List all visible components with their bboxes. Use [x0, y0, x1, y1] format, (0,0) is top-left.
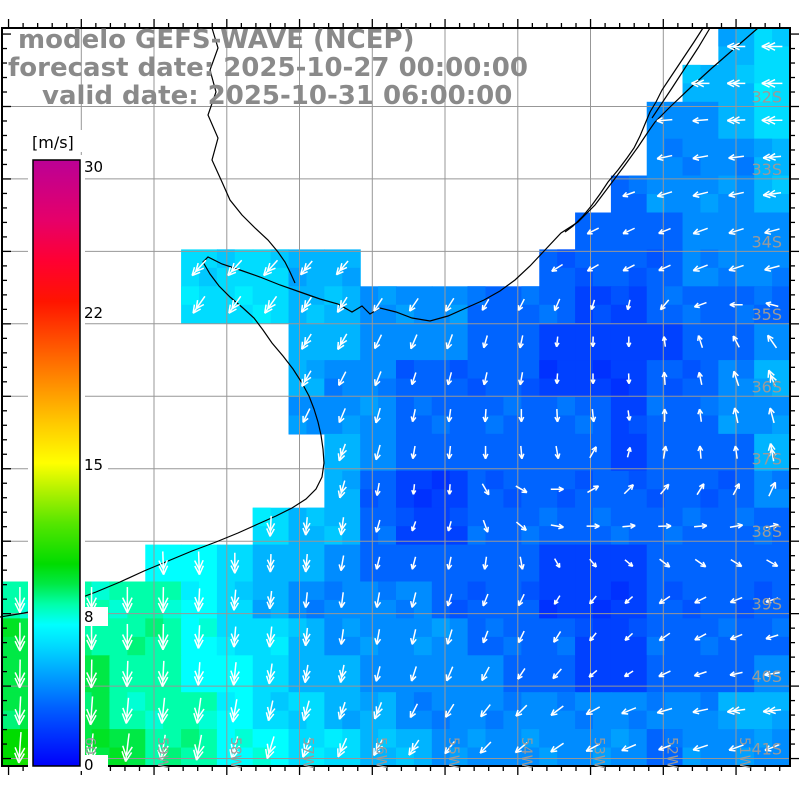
lon-label: 57W: [300, 737, 316, 769]
lon-label: 58W: [227, 737, 243, 769]
colorbar-tick-label: 22: [84, 304, 103, 322]
lat-label: 41S: [751, 740, 782, 759]
colorbar-unit-label: [m/s]: [32, 133, 74, 152]
colorbar-tick-label: 30: [84, 158, 103, 176]
lon-label: 56W: [372, 737, 388, 769]
wind-arrows: [14, 41, 783, 764]
lon-label: 55W: [445, 737, 461, 769]
lon-label: 54W: [518, 737, 534, 769]
colorbar: 30 22 15 8 0 [m/s]: [27, 130, 108, 774]
lat-label: 35S: [751, 305, 782, 324]
lon-label: 53W: [591, 737, 607, 769]
lon-label: 52W: [663, 737, 679, 769]
lon-label: 51W: [736, 737, 752, 769]
lat-label: 34S: [751, 232, 782, 251]
map-frame: [1, 19, 799, 775]
colorbar-tick-label: 15: [84, 456, 103, 474]
colorbar-tick-label: 8: [84, 608, 94, 626]
lat-label: 37S: [751, 450, 782, 469]
coastline: [0, 27, 759, 618]
colorbar-gradient: [32, 159, 81, 767]
colorbar-tick-label: 0: [84, 756, 94, 774]
wind-speed-field: [2, 28, 791, 767]
lat-label: 33S: [751, 160, 782, 179]
lat-label: 38S: [751, 522, 782, 541]
lat-label: 36S: [751, 377, 782, 396]
lat-label: 32S: [751, 88, 782, 107]
lon-label: 59W: [154, 737, 170, 769]
lat-label: 40S: [751, 667, 782, 686]
lat-label: 39S: [751, 595, 782, 614]
